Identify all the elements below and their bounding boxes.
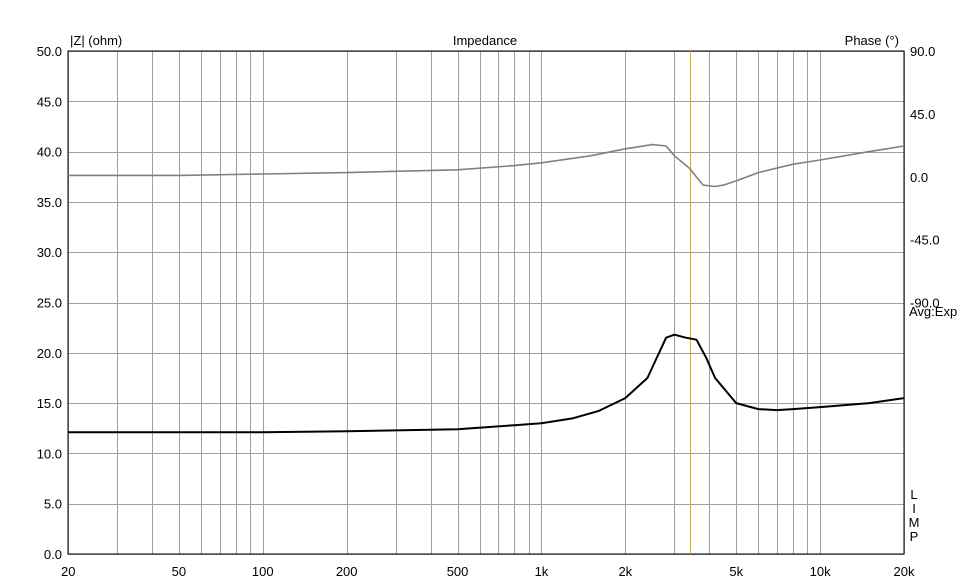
x-tick-label: 5k bbox=[729, 564, 743, 579]
y-tick-label: 45.0 bbox=[37, 94, 62, 109]
tick-labels: 0.0 5.0 10.0 15.0 20.0 25.0 30.0 35.0 40.0 45.0 50… bbox=[37, 44, 940, 579]
x-tick-label: 200 bbox=[336, 564, 358, 579]
x-tick-label: 50 bbox=[172, 564, 186, 579]
watermark-letter: I bbox=[912, 501, 916, 516]
y2-tick-label: 45.0 bbox=[910, 107, 935, 122]
avg-exp-note: Avg:Exp bbox=[909, 304, 957, 319]
y-tick-label: 25.0 bbox=[37, 296, 62, 311]
y2-tick-label: 0.0 bbox=[910, 170, 928, 185]
x-tick-label: 2k bbox=[618, 564, 632, 579]
y2-tick-label: -45.0 bbox=[910, 233, 940, 248]
y-tick-label: 40.0 bbox=[37, 145, 62, 160]
x-tick-label: 100 bbox=[252, 564, 274, 579]
watermark-letter: P bbox=[910, 529, 919, 544]
chart-title: Impedance bbox=[453, 33, 517, 48]
phase-series-line bbox=[68, 143, 905, 188]
x-tick-label: 500 bbox=[447, 564, 469, 579]
y-tick-label: 35.0 bbox=[37, 195, 62, 210]
y-tick-label: 0.0 bbox=[44, 547, 62, 562]
y-tick-label: 15.0 bbox=[37, 396, 62, 411]
left-axis-label: |Z| (ohm) bbox=[70, 33, 122, 48]
x-tick-label: 20 bbox=[61, 564, 75, 579]
y2-tick-label: 90.0 bbox=[910, 44, 935, 59]
y-tick-label: 30.0 bbox=[37, 245, 62, 260]
watermark-letter: L bbox=[910, 487, 917, 502]
plot-frame bbox=[67, 50, 905, 555]
y-tick-label: 50.0 bbox=[37, 44, 62, 59]
watermark-letter: M bbox=[909, 515, 920, 530]
x-tick-label: 20k bbox=[894, 564, 915, 579]
y-tick-label: 5.0 bbox=[44, 497, 62, 512]
right-axis-label: Phase (°) bbox=[845, 33, 899, 48]
impedance-series-line bbox=[68, 333, 905, 434]
series-group bbox=[68, 143, 905, 434]
y2-tick-label: -90.0 bbox=[910, 296, 940, 311]
y-tick-label: 10.0 bbox=[37, 446, 62, 461]
grid-lines bbox=[68, 51, 905, 555]
x-tick-label: 10k bbox=[810, 564, 831, 579]
y-tick-label: 20.0 bbox=[37, 346, 62, 361]
x-tick-label: 1k bbox=[535, 564, 549, 579]
